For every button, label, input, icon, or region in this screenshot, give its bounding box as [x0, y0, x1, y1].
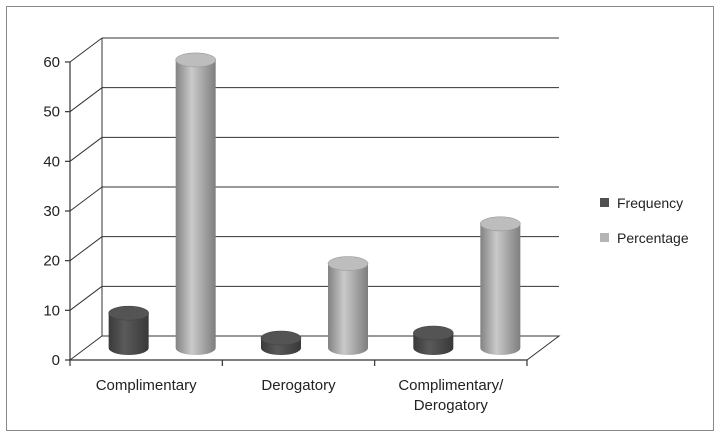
- x-tick-label: Complimentary: [96, 377, 197, 394]
- legend-label-percentage: Percentage: [617, 230, 689, 246]
- y-tick-label: 40: [43, 153, 60, 170]
- bar-body: [108, 313, 149, 355]
- legend: Frequency Percentage: [600, 195, 689, 246]
- bar-frequency-2: [413, 325, 454, 355]
- y-tick-label: 50: [43, 104, 60, 121]
- y-tick-labels: 0 10 20 30 40 50 60: [43, 54, 60, 369]
- bar-frequency-0: [108, 305, 149, 355]
- axes: [65, 61, 528, 366]
- bars: [108, 52, 521, 355]
- bar-top: [175, 52, 216, 68]
- x-tick-label: Derogatory: [261, 377, 336, 394]
- gridline-side: [69, 236, 103, 262]
- bar-percentage-2: [480, 216, 521, 355]
- bar-top: [108, 305, 149, 321]
- bar-frequency-1: [260, 330, 302, 355]
- gridline-side: [69, 37, 103, 63]
- legend-swatch-frequency: [600, 198, 609, 207]
- x-tick-label: Complimentary/Derogatory: [398, 377, 504, 414]
- bar-body: [480, 223, 521, 355]
- gridline-side: [69, 136, 103, 162]
- bar-top: [480, 216, 521, 232]
- gridline-side: [69, 285, 103, 311]
- bar-body: [175, 59, 216, 355]
- bar-percentage-1: [327, 256, 369, 355]
- bar-top: [327, 256, 369, 271]
- x-tick-labels: Complimentary Derogatory Complimentary/Der…: [96, 377, 504, 414]
- gridline-side: [69, 186, 103, 212]
- bar-body: [328, 263, 369, 355]
- y-tick-label: 0: [52, 352, 60, 369]
- y-tick-label: 20: [43, 253, 60, 270]
- bar-percentage-0: [175, 52, 216, 355]
- gridline-side: [69, 87, 103, 113]
- y-tick-label: 10: [43, 302, 60, 319]
- legend-swatch-percentage: [600, 233, 609, 242]
- y-tick-label: 60: [43, 54, 60, 71]
- legend-label-frequency: Frequency: [617, 195, 683, 211]
- y-tick-label: 30: [43, 203, 60, 220]
- bar-top: [260, 330, 302, 346]
- bar-top: [413, 325, 454, 341]
